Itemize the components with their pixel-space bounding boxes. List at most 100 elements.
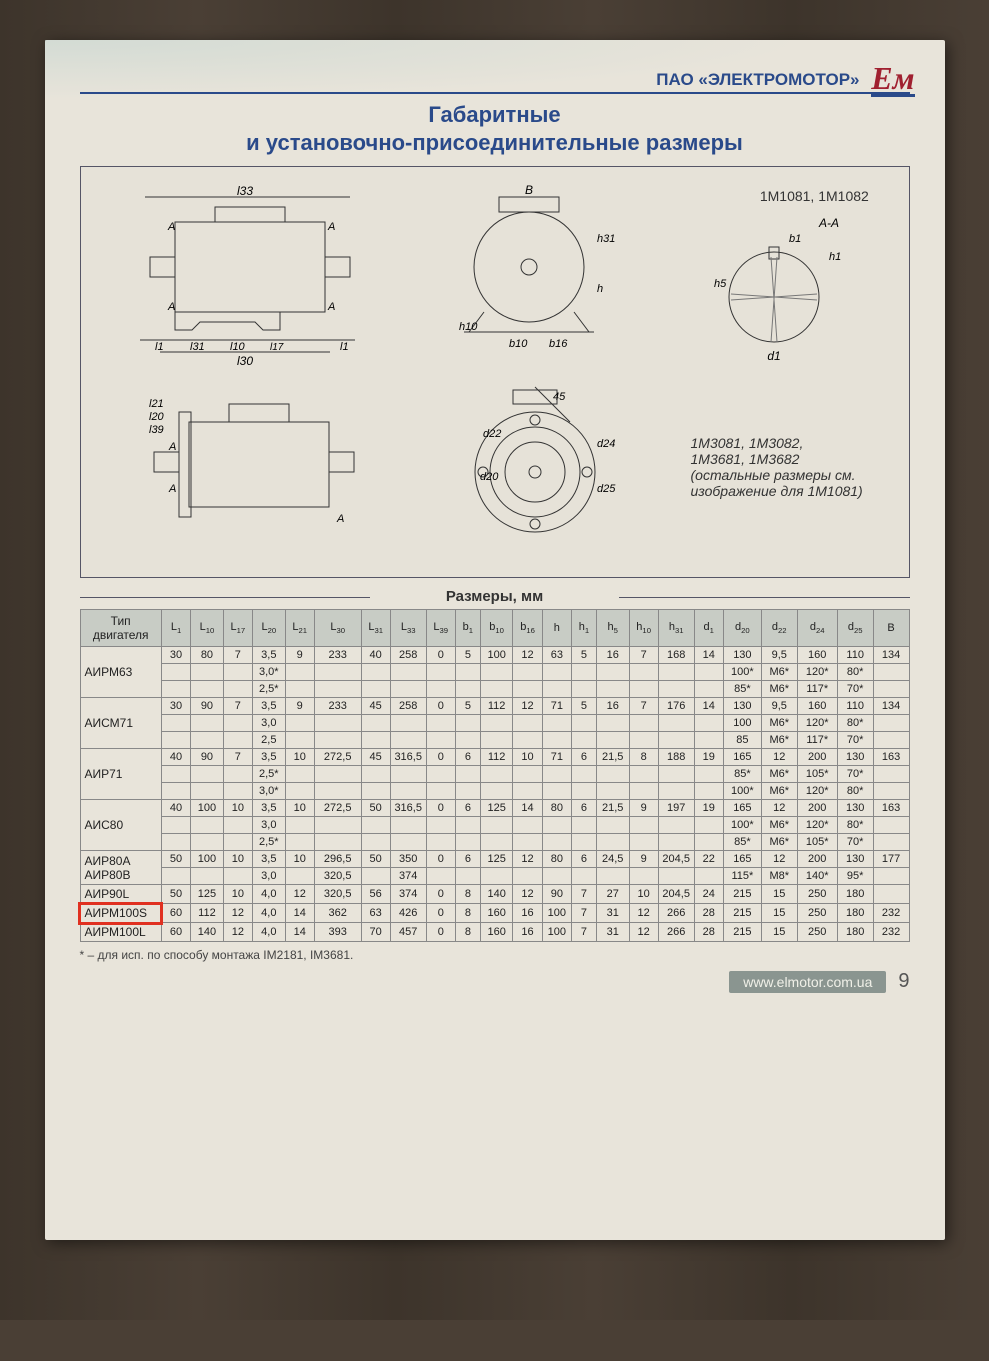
data-cell: 6 xyxy=(572,800,597,817)
diagram-note-top: 1М1081, 1М1082 xyxy=(689,188,869,204)
data-cell: 40 xyxy=(161,800,190,817)
svg-text:45: 45 xyxy=(553,391,566,403)
data-cell xyxy=(873,783,909,800)
data-cell: 160 xyxy=(480,923,513,942)
col-header: L30 xyxy=(314,610,361,647)
data-cell xyxy=(480,868,513,885)
col-header: B xyxy=(873,610,909,647)
col-header: L20 xyxy=(253,610,286,647)
data-cell: 362 xyxy=(314,904,361,923)
data-cell: 12 xyxy=(285,885,314,904)
data-cell: 80 xyxy=(542,800,571,817)
svg-text:l31: l31 xyxy=(190,341,205,353)
data-cell: 117* xyxy=(797,732,837,749)
data-cell: 90 xyxy=(542,885,571,904)
data-cell: 105* xyxy=(797,834,837,851)
data-cell: 12 xyxy=(629,904,658,923)
data-cell xyxy=(596,681,629,698)
data-cell xyxy=(455,868,480,885)
data-cell xyxy=(161,817,190,834)
data-cell: 272,5 xyxy=(314,800,361,817)
data-cell: 80* xyxy=(837,817,873,834)
data-cell xyxy=(361,715,390,732)
table-row: АИР80ААИР80В50100103,510296,550350061251… xyxy=(80,851,909,868)
col-header: h1 xyxy=(572,610,597,647)
data-cell xyxy=(694,664,723,681)
data-cell: 10 xyxy=(285,749,314,766)
data-cell xyxy=(873,715,909,732)
data-cell xyxy=(161,664,190,681)
model-cell: АИР90L xyxy=(80,885,161,904)
data-cell xyxy=(191,817,224,834)
data-cell: 70 xyxy=(361,923,390,942)
col-header: d22 xyxy=(761,610,797,647)
data-cell: 188 xyxy=(658,749,694,766)
svg-text:l17: l17 xyxy=(270,342,284,353)
data-cell: 204,5 xyxy=(658,851,694,868)
data-cell xyxy=(361,766,390,783)
data-cell xyxy=(572,817,597,834)
data-cell: 22 xyxy=(694,851,723,868)
data-cell xyxy=(873,664,909,681)
data-cell xyxy=(480,715,513,732)
data-cell: 5 xyxy=(572,647,597,664)
col-header: L1 xyxy=(161,610,190,647)
data-cell: 63 xyxy=(361,904,390,923)
data-cell xyxy=(572,766,597,783)
svg-text:l1: l1 xyxy=(155,341,164,353)
data-cell xyxy=(542,766,571,783)
data-cell: 374 xyxy=(390,885,426,904)
svg-text:l39: l39 xyxy=(149,424,164,436)
data-cell: 215 xyxy=(723,923,761,942)
data-cell xyxy=(314,783,361,800)
data-cell: 160 xyxy=(480,904,513,923)
data-cell xyxy=(455,783,480,800)
data-cell xyxy=(596,766,629,783)
data-cell xyxy=(361,868,390,885)
data-cell: 3,5 xyxy=(253,800,286,817)
data-cell xyxy=(513,766,542,783)
company-name: ПАО «ЭЛЕКТРОМОТОР» xyxy=(80,70,910,90)
col-header: L39 xyxy=(426,610,455,647)
data-cell xyxy=(542,868,571,885)
col-type: Типдвигателя xyxy=(80,610,161,647)
data-cell: 12 xyxy=(761,800,797,817)
data-cell: 7 xyxy=(629,647,658,664)
data-cell: 14 xyxy=(513,800,542,817)
data-cell xyxy=(223,766,252,783)
svg-text:l20: l20 xyxy=(149,411,165,423)
col-header: b10 xyxy=(480,610,513,647)
data-cell: 120* xyxy=(797,715,837,732)
data-cell: 3,0* xyxy=(253,664,286,681)
data-cell: 7 xyxy=(223,749,252,766)
data-cell: 163 xyxy=(873,749,909,766)
data-cell xyxy=(513,681,542,698)
data-cell xyxy=(161,681,190,698)
data-cell: 80 xyxy=(542,851,571,868)
data-cell xyxy=(390,664,426,681)
svg-text:d24: d24 xyxy=(597,438,615,450)
table-row: 3,0*100*M6*120*80* xyxy=(80,783,909,800)
svg-text:l10: l10 xyxy=(230,341,246,353)
data-cell: 16 xyxy=(596,698,629,715)
col-header: d1 xyxy=(694,610,723,647)
data-cell: 10 xyxy=(223,800,252,817)
data-cell: 0 xyxy=(426,904,455,923)
svg-text:l21: l21 xyxy=(149,398,164,410)
data-cell xyxy=(513,868,542,885)
data-cell: 140* xyxy=(797,868,837,885)
col-header: d24 xyxy=(797,610,837,647)
data-cell: 10 xyxy=(285,851,314,868)
svg-text:h: h xyxy=(597,283,603,295)
data-cell xyxy=(314,715,361,732)
data-cell xyxy=(390,834,426,851)
data-cell xyxy=(426,834,455,851)
data-cell xyxy=(629,834,658,851)
data-cell: 21,5 xyxy=(596,749,629,766)
data-cell: 200 xyxy=(797,851,837,868)
data-cell: 14 xyxy=(694,698,723,715)
data-cell: 90 xyxy=(191,749,224,766)
data-cell xyxy=(596,715,629,732)
table-row: 3,0*100*M6*120*80* xyxy=(80,664,909,681)
data-cell: 165 xyxy=(723,851,761,868)
